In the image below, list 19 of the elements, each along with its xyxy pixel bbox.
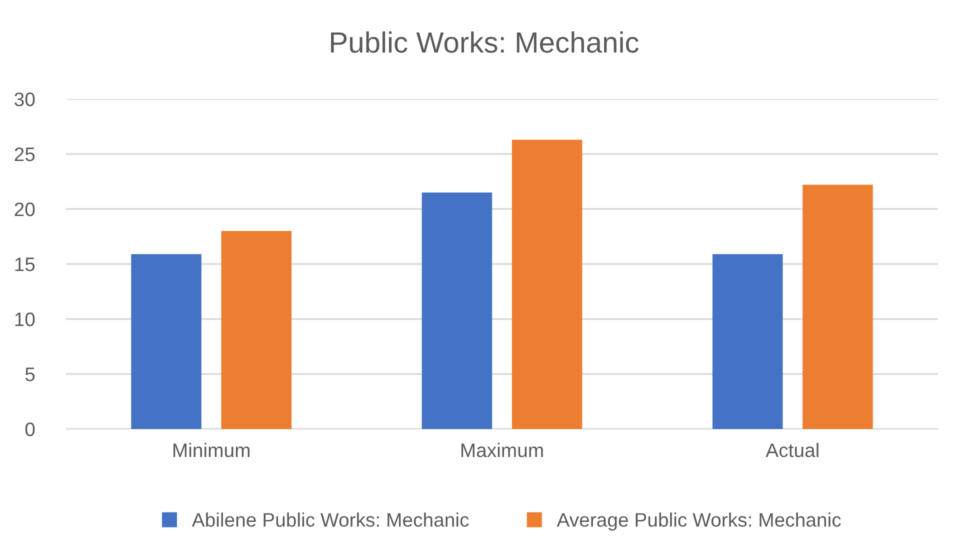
bar <box>512 140 582 429</box>
y-tick-label: 0 <box>25 422 35 436</box>
bar <box>422 192 492 429</box>
chart-title: Public Works: Mechanic <box>331 31 639 53</box>
x-tick-label: Actual <box>766 442 818 458</box>
y-tick-label: 15 <box>15 258 35 272</box>
bar <box>221 231 292 429</box>
y-tick-label: 10 <box>15 312 35 326</box>
y-tick-label: 5 <box>25 368 35 382</box>
y-tick-label: 25 <box>14 147 35 162</box>
bar <box>802 184 873 429</box>
legend-label: Average Public Works: Mechanic <box>556 512 841 531</box>
y-tick-label: 30 <box>14 92 35 106</box>
y-tick-label: 20 <box>14 202 35 216</box>
bar <box>712 254 783 429</box>
legend-label: Abilene Public Works: Mechanic <box>192 512 469 527</box>
x-tick-label: Minimum <box>174 442 250 458</box>
bar <box>131 254 202 429</box>
x-tick-label: Maximum <box>461 442 543 458</box>
